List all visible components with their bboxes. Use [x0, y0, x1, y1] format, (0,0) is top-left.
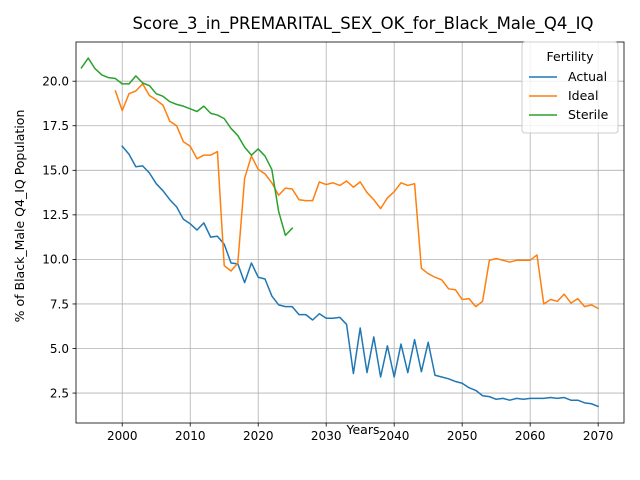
- y-tick-label: 7.5: [50, 297, 69, 311]
- y-tick-label: 2.5: [50, 386, 69, 400]
- y-tick-label: 20.0: [42, 75, 69, 89]
- plot-frame: [75, 41, 625, 424]
- legend-title: Fertility: [547, 49, 595, 64]
- y-tick-label: 5.0: [50, 342, 69, 356]
- series-line-ideal: [114, 83, 600, 310]
- x-tick-label: 2010: [175, 429, 206, 443]
- x-tick-label: 2070: [583, 429, 614, 443]
- y-tick-label: 17.5: [42, 119, 69, 133]
- legend: Fertility Actual Ideal Sterile: [521, 41, 619, 134]
- chart-title: Score_3_in_PREMARITAL_SEX_OK_for_Black_M…: [133, 14, 594, 34]
- x-axis-ticks: 2000 2010 2020 2030 2040 2050 2060 2070: [107, 423, 613, 443]
- legend-label-ideal: Ideal: [568, 88, 598, 103]
- y-tick-label: 12.5: [42, 208, 69, 222]
- y-axis-ticks: 2.5 5.0 7.5 10.0 12.5 15.0 17.5 20.0: [42, 75, 76, 400]
- legend-items: Actual Ideal Sterile: [529, 69, 609, 122]
- x-tick-label: 2060: [515, 429, 546, 443]
- series-lines: [80, 57, 600, 408]
- x-tick-label: 2000: [107, 429, 138, 443]
- y-axis-label: % of Black_Male Q4_IQ Population: [12, 110, 27, 323]
- x-tick-label: 2040: [379, 429, 410, 443]
- legend-box: [521, 41, 619, 134]
- series-line-sterile: [80, 57, 294, 237]
- x-axis-label: Years: [346, 422, 380, 437]
- x-tick-label: 2020: [243, 429, 274, 443]
- x-tick-label: 2050: [447, 429, 478, 443]
- legend-label-sterile: Sterile: [568, 107, 609, 122]
- series-line-actual: [121, 145, 600, 408]
- legend-label-actual: Actual: [568, 69, 607, 84]
- y-tick-label: 10.0: [42, 253, 69, 267]
- x-tick-label: 2030: [311, 429, 342, 443]
- y-tick-label: 15.0: [42, 164, 69, 178]
